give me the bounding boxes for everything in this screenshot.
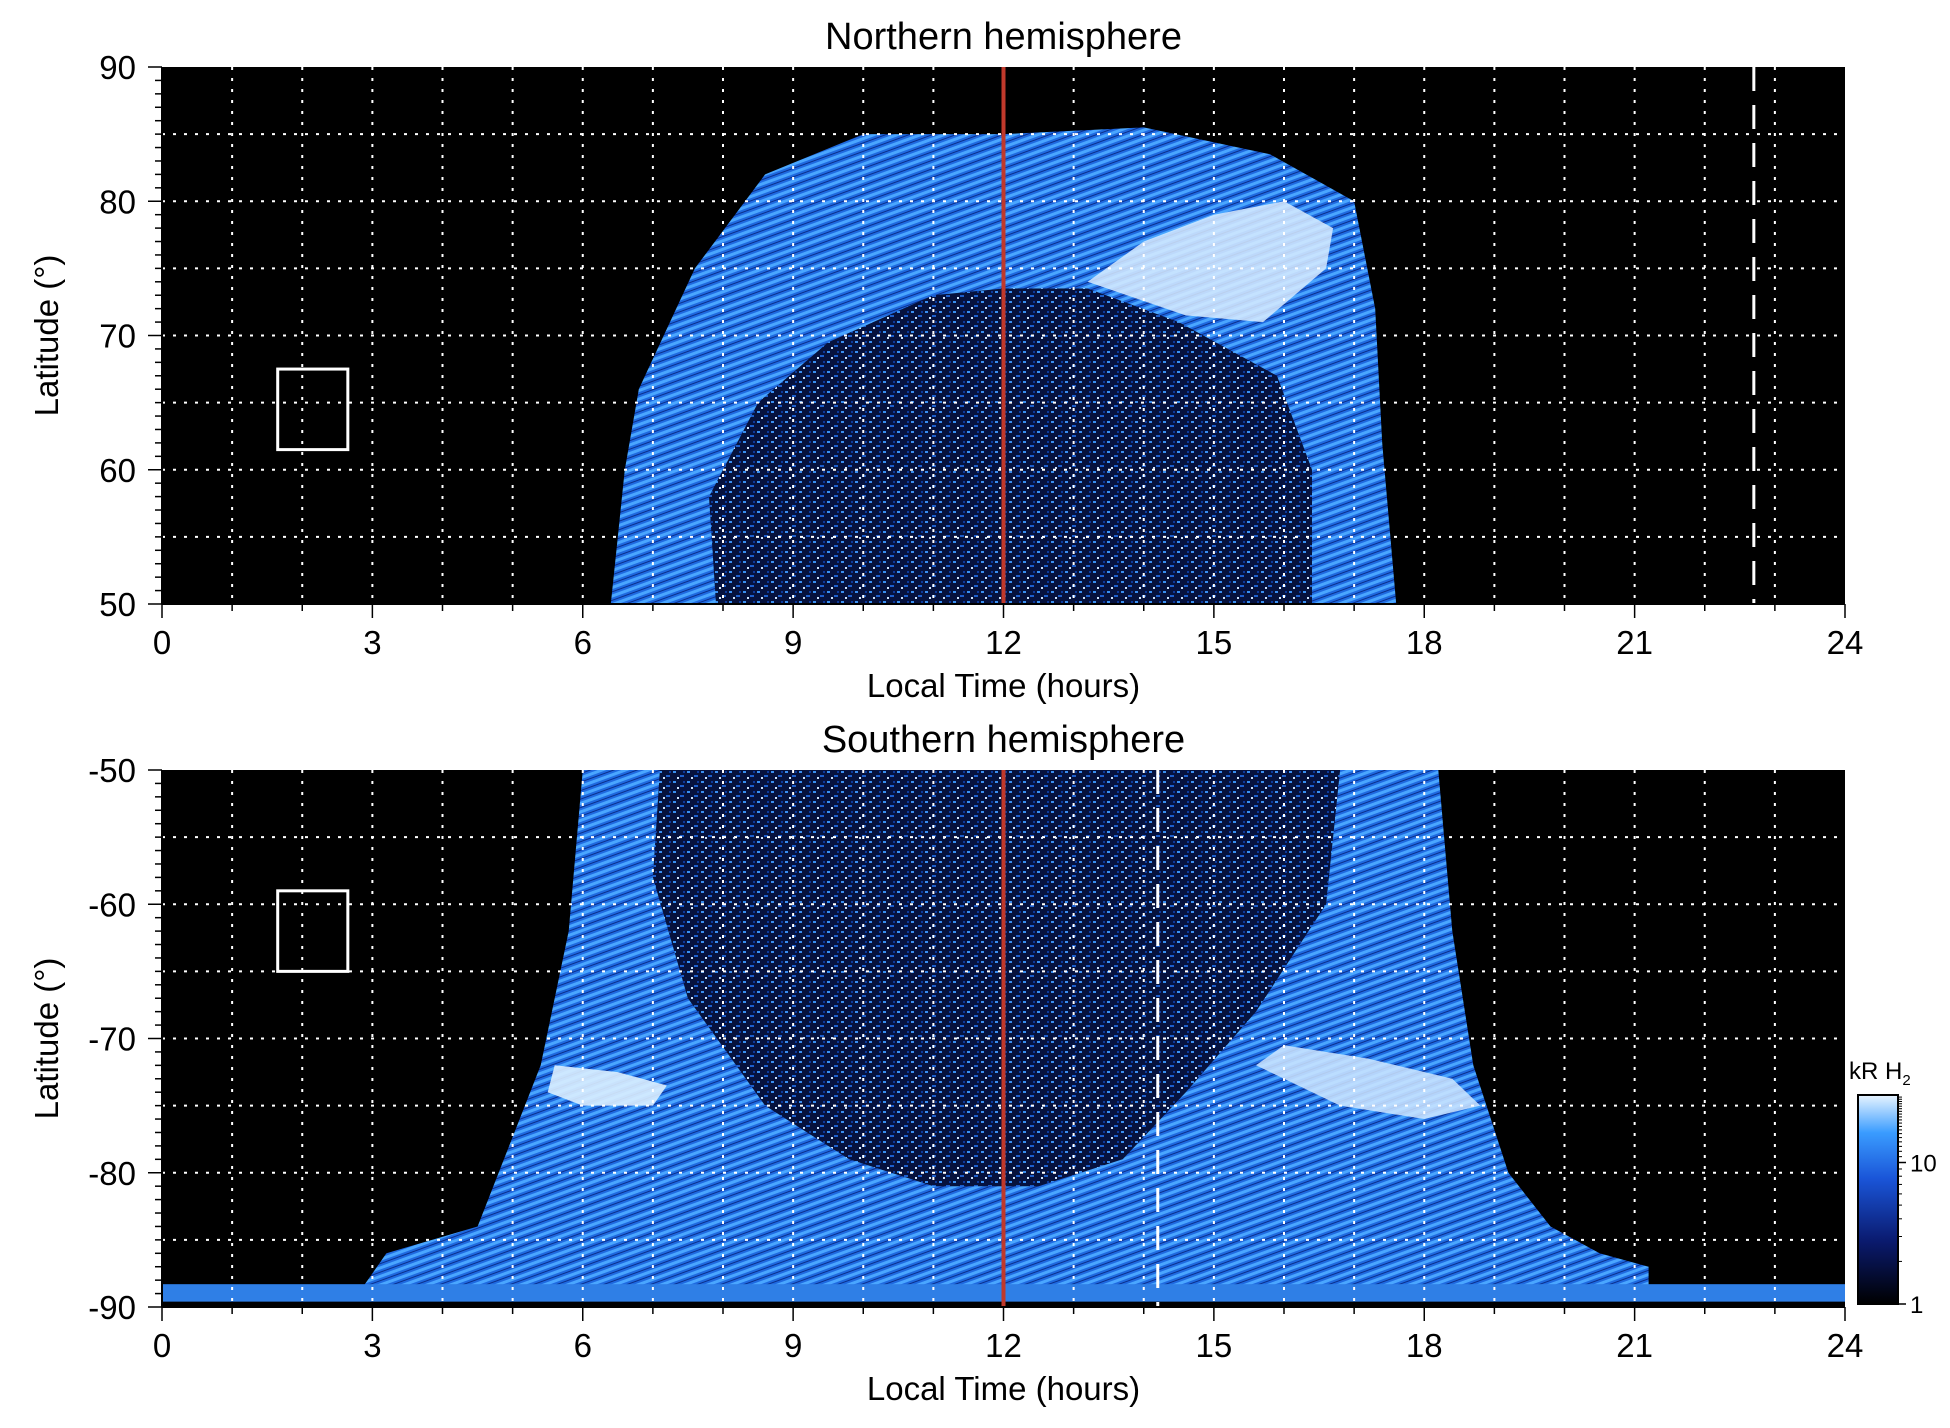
y-tick-label: -50 bbox=[88, 752, 136, 789]
colorbar-label: kR H2 bbox=[1849, 1058, 1911, 1089]
y-tick-label: 70 bbox=[99, 318, 136, 355]
y-tick-label: 50 bbox=[99, 586, 136, 623]
y-tick-label: 60 bbox=[99, 452, 136, 489]
x-tick-label: 18 bbox=[1406, 624, 1443, 661]
north-box-marker bbox=[276, 367, 350, 452]
colorbar-tick-label: 1 bbox=[1910, 1292, 1923, 1319]
y-tick-label: -60 bbox=[88, 886, 136, 923]
x-tick-label: 6 bbox=[574, 1327, 592, 1364]
colorbar-ticks: 1 10 bbox=[1898, 1096, 1937, 1319]
x-tick-label: 9 bbox=[784, 1327, 802, 1364]
y-tick-label: -70 bbox=[88, 1021, 136, 1058]
north-y-axis: 50 60 70 80 90 bbox=[99, 49, 162, 623]
north-inner-dark-region bbox=[709, 288, 1312, 604]
south-x-axis: 0 3 6 9 12 15 18 21 24 bbox=[153, 1307, 1864, 1364]
north-y-axis-label: Latitude (°) bbox=[28, 255, 65, 417]
colorbar-scale bbox=[1857, 1094, 1899, 1305]
south-x-axis-label: Local Time (hours) bbox=[867, 1370, 1140, 1407]
x-tick-label: 24 bbox=[1827, 1327, 1864, 1364]
x-tick-label: 18 bbox=[1406, 1327, 1443, 1364]
x-tick-label: 21 bbox=[1616, 624, 1653, 661]
x-tick-label: 9 bbox=[784, 624, 802, 661]
north-x-axis: 0 3 6 9 12 15 18 21 24 bbox=[153, 604, 1864, 661]
x-tick-label: 3 bbox=[363, 624, 381, 661]
south-y-axis: -50 -60 -70 -80 -90 bbox=[88, 752, 162, 1326]
colorbar: kR H2 1 10 bbox=[1849, 1058, 1937, 1319]
northern-hemisphere-panel: Northern hemisphere 50 60 70 80 90 0 3 6 9 12 15 1… bbox=[28, 16, 1863, 704]
x-tick-label: 12 bbox=[985, 624, 1022, 661]
south-y-axis-label: Latitude (°) bbox=[28, 958, 65, 1120]
x-tick-label: 0 bbox=[153, 624, 171, 661]
south-title: Southern hemisphere bbox=[822, 719, 1185, 761]
south-bright-band-left bbox=[547, 1065, 667, 1106]
x-tick-label: 24 bbox=[1827, 624, 1864, 661]
south-inner-dark-region bbox=[652, 770, 1341, 1187]
south-box-marker bbox=[276, 889, 350, 973]
x-tick-label: 6 bbox=[574, 624, 592, 661]
y-tick-label: -90 bbox=[88, 1289, 136, 1326]
north-bright-oval bbox=[1087, 201, 1334, 323]
north-title: Northern hemisphere bbox=[825, 16, 1182, 58]
x-tick-label: 3 bbox=[363, 1327, 381, 1364]
north-x-axis-label: Local Time (hours) bbox=[867, 667, 1140, 704]
y-tick-label: -80 bbox=[88, 1155, 136, 1192]
x-tick-label: 15 bbox=[1196, 624, 1233, 661]
southern-hemisphere-panel: Southern hemisphere -50 -60 -70 -80 -90 0 3 6 9… bbox=[28, 719, 1863, 1407]
colorbar-tick-label: 10 bbox=[1910, 1151, 1937, 1178]
x-tick-label: 12 bbox=[985, 1327, 1022, 1364]
x-tick-label: 21 bbox=[1616, 1327, 1653, 1364]
x-tick-label: 15 bbox=[1196, 1327, 1233, 1364]
north-grid bbox=[162, 67, 1845, 604]
y-tick-label: 80 bbox=[99, 183, 136, 220]
y-tick-label: 90 bbox=[99, 49, 136, 86]
x-tick-label: 0 bbox=[153, 1327, 171, 1364]
colorbar-label-subscript: 2 bbox=[1902, 1072, 1910, 1089]
